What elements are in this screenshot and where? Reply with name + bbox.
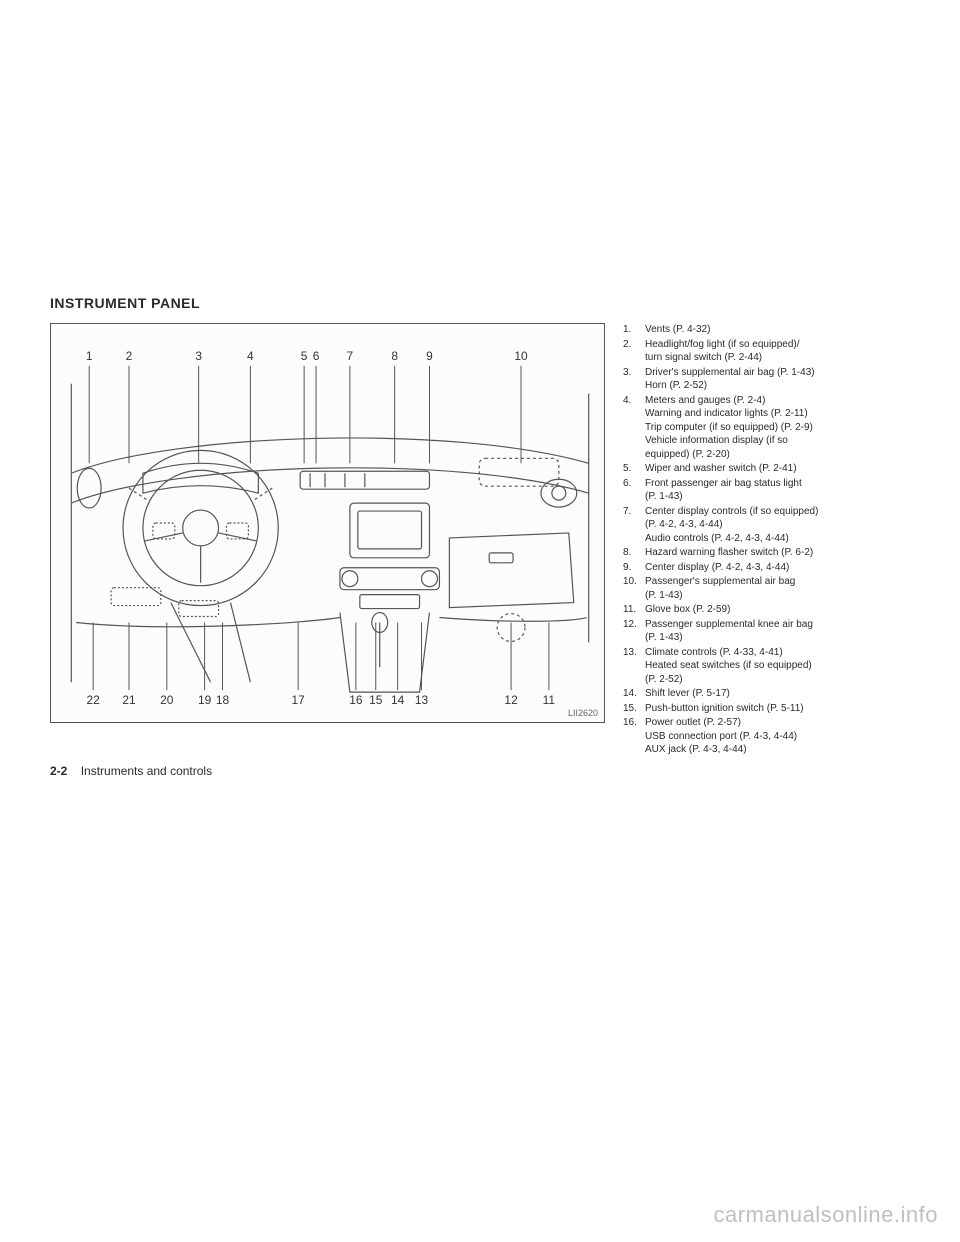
legend-text: Front passenger air bag status light(P. … xyxy=(645,477,818,504)
svg-text:2: 2 xyxy=(126,349,133,363)
legend-item: 9.Center display (P. 4-2, 4-3, 4-44) xyxy=(623,561,818,575)
svg-text:16: 16 xyxy=(349,693,363,707)
page-footer: 2-2 Instruments and controls xyxy=(50,764,910,778)
legend-num: 4. xyxy=(623,394,645,462)
watermark: carmanualsonline.info xyxy=(713,1202,938,1228)
svg-text:1: 1 xyxy=(86,349,93,363)
legend-num: 6. xyxy=(623,477,645,504)
svg-text:18: 18 xyxy=(216,693,230,707)
page-footer-title: Instruments and controls xyxy=(81,764,212,778)
svg-text:12: 12 xyxy=(504,693,518,707)
legend-text: Wiper and washer switch (P. 2-41) xyxy=(645,462,818,476)
dashboard-diagram: 12345678910222120191817161514131211 xyxy=(51,324,604,722)
legend-num: 10. xyxy=(623,575,645,602)
legend-text: Headlight/fog light (if so equipped)/tur… xyxy=(645,338,818,365)
legend-num: 12. xyxy=(623,618,645,645)
svg-text:3: 3 xyxy=(195,349,202,363)
legend-text: Climate controls (P. 4-33, 4-41)Heated s… xyxy=(645,646,818,687)
legend-num: 7. xyxy=(623,505,645,546)
svg-text:4: 4 xyxy=(247,349,254,363)
content-row: 12345678910222120191817161514131211 xyxy=(50,323,910,758)
svg-text:19: 19 xyxy=(198,693,212,707)
legend-num: 11. xyxy=(623,603,645,617)
legend-text: Shift lever (P. 5-17) xyxy=(645,687,818,701)
legend-item: 2.Headlight/fog light (if so equipped)/t… xyxy=(623,338,818,365)
legend-item: 6.Front passenger air bag status light(P… xyxy=(623,477,818,504)
svg-text:22: 22 xyxy=(87,693,101,707)
legend-num: 2. xyxy=(623,338,645,365)
legend-item: 15.Push-button ignition switch (P. 5-11) xyxy=(623,702,818,716)
svg-text:6: 6 xyxy=(313,349,320,363)
legend-num: 1. xyxy=(623,323,645,337)
legend-item: 13.Climate controls (P. 4-33, 4-41)Heate… xyxy=(623,646,818,687)
diagram-box: 12345678910222120191817161514131211 xyxy=(50,323,605,723)
page-number: 2-2 xyxy=(50,764,67,778)
section-title: INSTRUMENT PANEL xyxy=(50,295,910,311)
svg-text:7: 7 xyxy=(347,349,354,363)
legend-item: 8.Hazard warning flasher switch (P. 6-2) xyxy=(623,546,818,560)
legend-text: Glove box (P. 2-59) xyxy=(645,603,818,617)
legend-num: 9. xyxy=(623,561,645,575)
legend-text: Center display (P. 4-2, 4-3, 4-44) xyxy=(645,561,818,575)
legend-item: 16.Power outlet (P. 2-57)USB connection … xyxy=(623,716,818,757)
legend-item: 10.Passenger's supplemental air bag(P. 1… xyxy=(623,575,818,602)
svg-text:5: 5 xyxy=(301,349,308,363)
legend-num: 14. xyxy=(623,687,645,701)
svg-text:11: 11 xyxy=(543,693,556,707)
svg-text:9: 9 xyxy=(426,349,433,363)
svg-text:13: 13 xyxy=(415,693,429,707)
svg-text:10: 10 xyxy=(514,349,528,363)
legend-num: 3. xyxy=(623,366,645,393)
svg-text:20: 20 xyxy=(160,693,174,707)
legend-text: Hazard warning flasher switch (P. 6-2) xyxy=(645,546,818,560)
legend-item: 5.Wiper and washer switch (P. 2-41) xyxy=(623,462,818,476)
svg-text:14: 14 xyxy=(391,693,405,707)
legend-text: Driver's supplemental air bag (P. 1-43)H… xyxy=(645,366,818,393)
diagram-code: LII2620 xyxy=(568,708,598,718)
page-content: INSTRUMENT PANEL 12345678910222120191817… xyxy=(50,295,910,778)
svg-text:15: 15 xyxy=(369,693,383,707)
svg-text:17: 17 xyxy=(292,693,306,707)
legend-list: 1.Vents (P. 4-32)2.Headlight/fog light (… xyxy=(623,323,818,758)
legend-num: 15. xyxy=(623,702,645,716)
legend-item: 14.Shift lever (P. 5-17) xyxy=(623,687,818,701)
legend-text: Push-button ignition switch (P. 5-11) xyxy=(645,702,818,716)
legend-num: 8. xyxy=(623,546,645,560)
legend-text: Center display controls (if so equipped)… xyxy=(645,505,818,546)
legend-item: 4.Meters and gauges (P. 2-4)Warning and … xyxy=(623,394,818,462)
svg-text:21: 21 xyxy=(122,693,136,707)
legend-num: 13. xyxy=(623,646,645,687)
legend-text: Vents (P. 4-32) xyxy=(645,323,818,337)
legend-item: 12.Passenger supplemental knee air bag(P… xyxy=(623,618,818,645)
legend-item: 11.Glove box (P. 2-59) xyxy=(623,603,818,617)
legend-text: Meters and gauges (P. 2-4)Warning and in… xyxy=(645,394,818,462)
legend-num: 16. xyxy=(623,716,645,757)
legend-text: Power outlet (P. 2-57)USB connection por… xyxy=(645,716,818,757)
legend-text: Passenger supplemental knee air bag(P. 1… xyxy=(645,618,818,645)
legend-item: 1.Vents (P. 4-32) xyxy=(623,323,818,337)
legend-item: 7.Center display controls (if so equippe… xyxy=(623,505,818,546)
legend-num: 5. xyxy=(623,462,645,476)
legend-item: 3.Driver's supplemental air bag (P. 1-43… xyxy=(623,366,818,393)
legend-text: Passenger's supplemental air bag(P. 1-43… xyxy=(645,575,818,602)
svg-text:8: 8 xyxy=(391,349,398,363)
